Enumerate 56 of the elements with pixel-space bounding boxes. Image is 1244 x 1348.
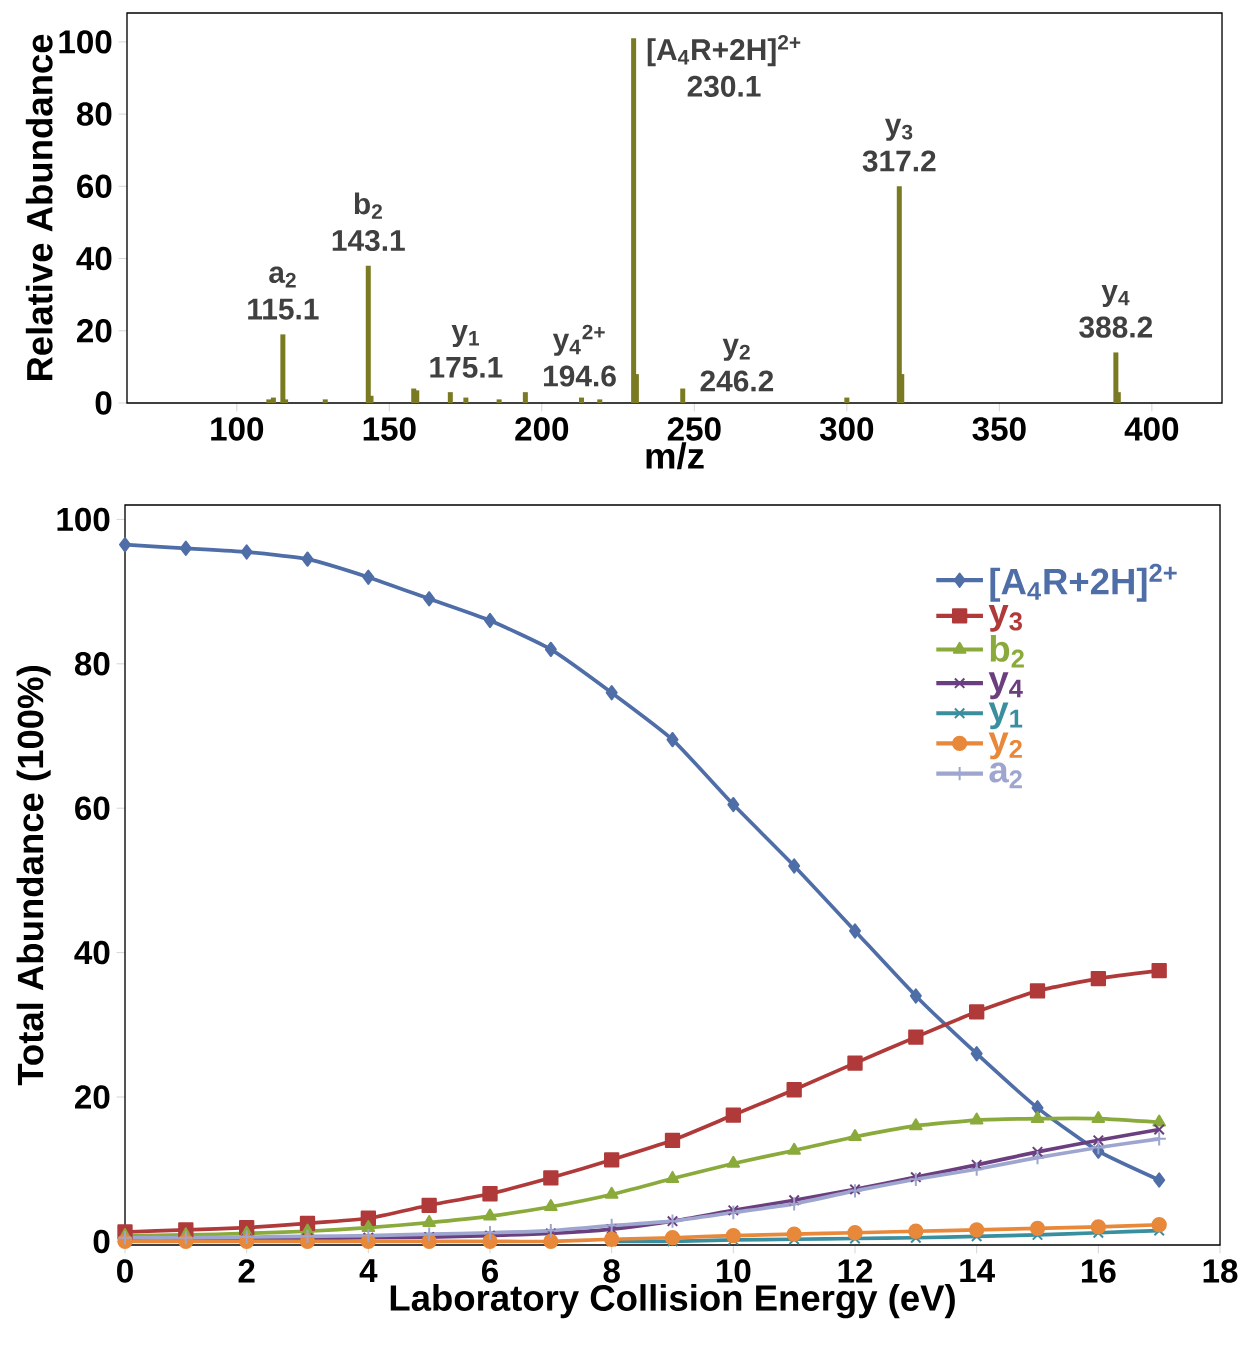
legend-label: b$_{2}$ <box>990 635 1024 668</box>
x-axis-title: Laboratory Collision Energy (eV) <box>390 1284 955 1319</box>
legend-label: y$_{2}$ <box>988 732 1022 760</box>
x-tick-label: 2 <box>238 1259 255 1283</box>
x-tick-label: 16 <box>1081 1259 1116 1283</box>
y-tick-label: 20 <box>77 319 112 343</box>
y-tick-label: 100 <box>59 30 112 54</box>
annotation: 388.2 <box>1079 316 1153 338</box>
annotation: 246.2 <box>700 370 774 392</box>
annotation: 175.1 <box>430 357 503 378</box>
x-tick-label: 8 <box>603 1259 620 1283</box>
x-tick-label: 14 <box>960 1259 995 1283</box>
y-tick-label: 20 <box>75 1085 110 1109</box>
y-axis-title: Total Abundance (100%) <box>16 666 51 1086</box>
y-tick-label: 80 <box>74 652 110 676</box>
x-tick-label: 200 <box>515 417 569 441</box>
y-tick-label: 60 <box>75 796 110 820</box>
x-axis-title: m/z <box>646 442 704 470</box>
annotation: [A$_{4}$R+2H]$^{2+}$ <box>647 34 801 67</box>
x-tick-label: 150 <box>363 417 416 441</box>
annotation: 230.1 <box>687 75 761 97</box>
y-tick-label: 40 <box>74 940 110 965</box>
annotation: b$_{2}$ <box>354 192 382 219</box>
annotation: y$_{4}$2+ <box>552 324 605 356</box>
x-tick-label: 100 <box>211 417 264 441</box>
legend-label: y$_{1}$ <box>988 702 1023 730</box>
y-tick-label: 0 <box>93 1229 110 1254</box>
annotation: 143.1 <box>332 229 405 252</box>
y-tick-label: 100 <box>57 507 110 532</box>
annotation: y$_{2}$ <box>722 338 750 361</box>
annotation: y$_{1}$ <box>451 325 479 348</box>
legend-label: a$_{2}$ <box>989 762 1022 789</box>
x-tick-label: 12 <box>838 1259 873 1283</box>
y-tick-label: 60 <box>77 174 112 199</box>
annotation: y$_{4}$ <box>1101 284 1130 307</box>
legend-label: y$_{4}$ <box>988 672 1023 700</box>
y-axis-title: Relative Abundance <box>25 34 53 381</box>
annotation: 317.2 <box>862 150 936 172</box>
y-tick-label: 80 <box>76 102 112 126</box>
legend-label: y$_{3}$ <box>988 604 1022 632</box>
legend-label: [A$_{4}$R+2H]$^{2+}$ <box>990 563 1177 602</box>
x-tick-label: 250 <box>667 417 721 441</box>
annotation: y$_{3}$ <box>884 118 913 141</box>
x-tick-label: 18 <box>1203 1259 1238 1283</box>
x-tick-label: 400 <box>1124 417 1179 441</box>
annotation: 194.6 <box>544 365 616 387</box>
annotation: 115.1 <box>248 298 319 320</box>
annotation: a$_{2}$ <box>269 266 296 288</box>
y-tick-label: 40 <box>76 246 112 271</box>
x-tick-label: 4 <box>359 1259 378 1283</box>
x-tick-label: 350 <box>972 417 1026 441</box>
x-tick-label: 6 <box>481 1259 499 1283</box>
y-tick-label: 0 <box>95 391 112 415</box>
x-tick-label: 10 <box>716 1259 751 1283</box>
x-tick-label: 0 <box>117 1259 133 1283</box>
x-tick-label: 300 <box>819 417 874 441</box>
